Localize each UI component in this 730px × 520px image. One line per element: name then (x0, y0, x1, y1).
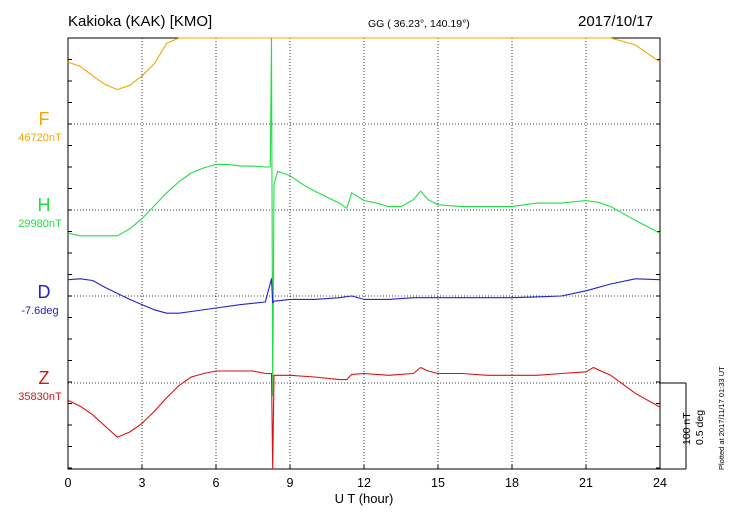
x-tick-label: 6 (213, 476, 220, 490)
x-tick-label: 24 (653, 476, 667, 490)
series-label-d: D (38, 282, 51, 302)
scale-bar: 100 nT 0.5 deg (660, 382, 706, 470)
series-label-z: Z (39, 368, 50, 388)
component-labels: F 46720nT H 29980nT D -7.6deg Z 35830nT (18, 109, 62, 403)
x-axis-ticks: 0 3 6 9 12 15 18 21 24 (65, 465, 667, 490)
station-title: Kakioka (KAK) [KMO] (68, 13, 212, 30)
scale-bar-deg-label: 0.5 deg (694, 410, 706, 445)
x-tick-label: 9 (287, 476, 294, 490)
series-label-h: H (38, 195, 51, 215)
series-label-f: F (39, 109, 50, 129)
series-baseline-f: 46720nT (18, 132, 62, 144)
series-line-f (67, 37, 661, 91)
x-tick-label: 15 (431, 476, 445, 490)
series-baseline-z: 35830nT (18, 391, 62, 403)
station-coordinates: GG ( 36.23°, 140.19°) (368, 18, 470, 30)
series-baseline-d: -7.6deg (21, 305, 58, 317)
series-traces (67, 37, 661, 470)
chart-date: 2017/10/17 (578, 13, 653, 30)
x-axis-label: U T (hour) (335, 491, 394, 506)
series-baseline-h: 29980nT (18, 218, 62, 230)
series-line-h (67, 37, 661, 397)
x-tick-label: 18 (505, 476, 519, 490)
scale-bar-nt-label: 100 nT (681, 412, 693, 445)
grid-lines (68, 37, 660, 469)
x-tick-label: 21 (579, 476, 593, 490)
x-tick-label: 12 (357, 476, 371, 490)
x-tick-label: 0 (65, 476, 72, 490)
plotted-timestamp: Plotted at 2017/11/17 01:33 UT (717, 366, 726, 470)
series-line-d (67, 278, 661, 314)
series-line-z (67, 366, 661, 470)
x-tick-label: 3 (139, 476, 146, 490)
